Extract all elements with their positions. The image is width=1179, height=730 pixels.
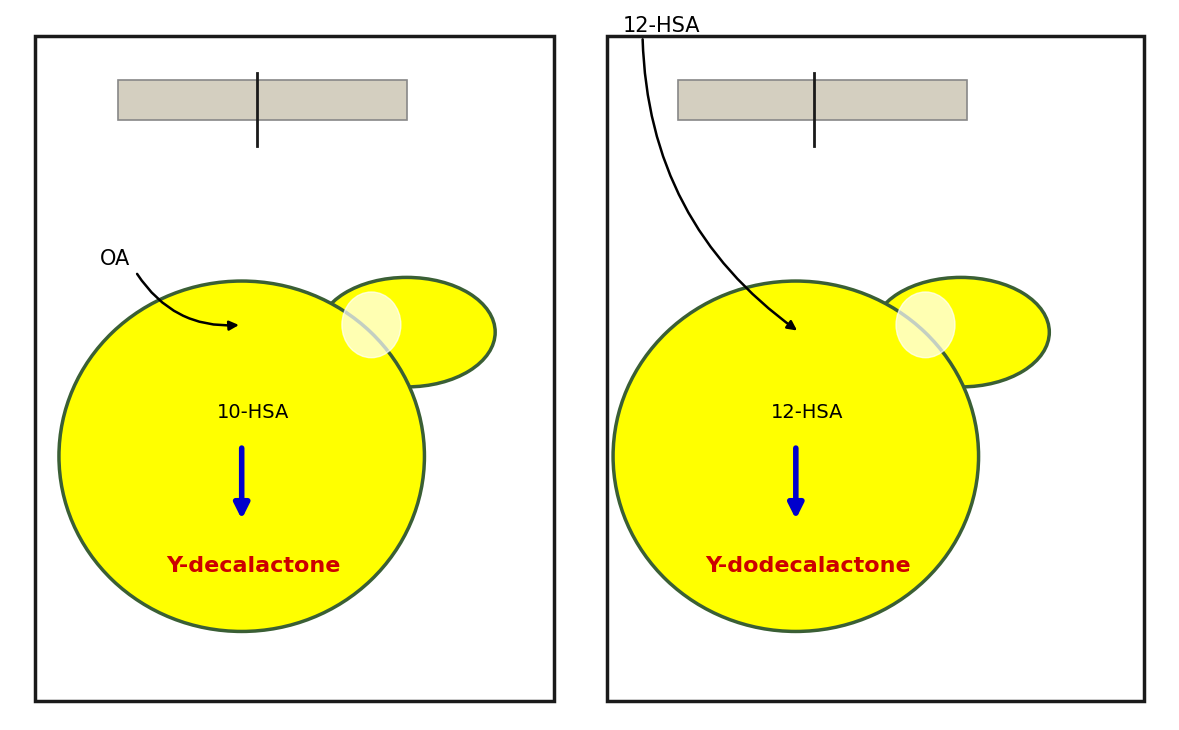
Bar [35, 36, 554, 701]
Circle shape [872, 277, 1049, 387]
Text: 12-HSA: 12-HSA [623, 15, 700, 36]
Bar [607, 36, 1144, 701]
Ellipse shape [342, 292, 401, 358]
Text: OA: OA [100, 249, 131, 269]
Ellipse shape [59, 281, 424, 631]
Text: Y-dodecalactone: Y-dodecalactone [705, 556, 910, 576]
Circle shape [318, 277, 495, 387]
Bar [678, 80, 967, 120]
Bar [118, 80, 407, 120]
Text: 10-HSA: 10-HSA [217, 403, 290, 422]
Text: Y-decalactone: Y-decalactone [166, 556, 341, 576]
Ellipse shape [613, 281, 979, 631]
Ellipse shape [896, 292, 955, 358]
Text: 12-HSA: 12-HSA [771, 403, 844, 422]
